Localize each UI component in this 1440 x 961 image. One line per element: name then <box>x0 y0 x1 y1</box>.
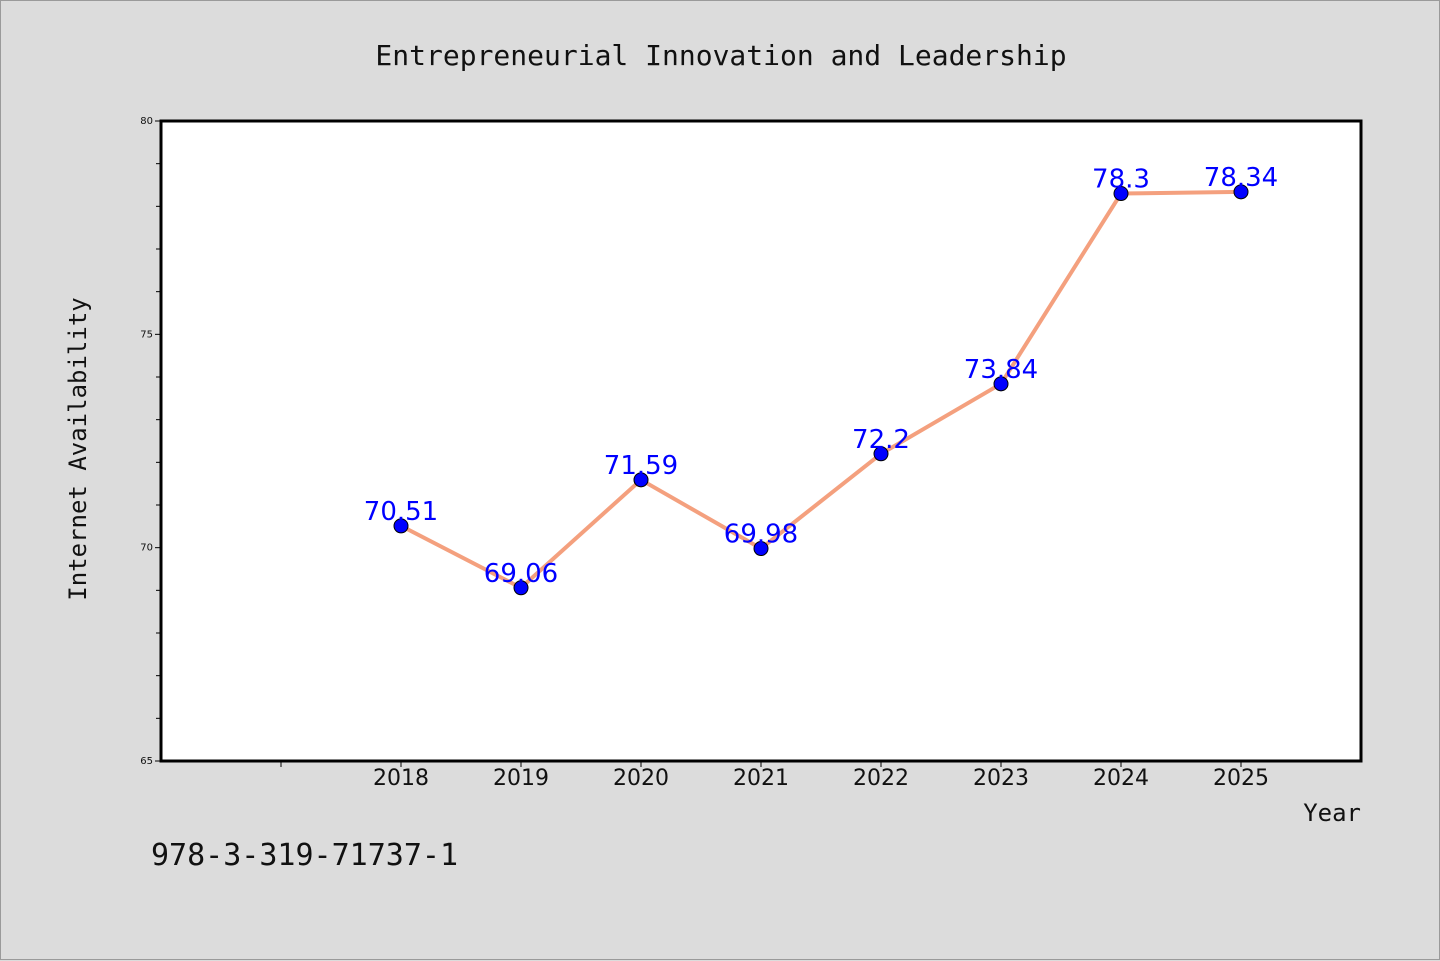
data-point <box>393 518 409 534</box>
x-tick-label: 2019 <box>493 766 549 791</box>
x-tick-label: 2022 <box>853 766 909 791</box>
data-point <box>1113 186 1129 202</box>
data-points <box>393 184 1249 596</box>
y-tick-label: 80 <box>140 116 153 127</box>
x-tick-label: 2020 <box>613 766 669 791</box>
y-tick-label: 75 <box>140 329 153 340</box>
y-tick-label: 70 <box>140 543 153 554</box>
data-point <box>753 541 769 557</box>
data-point <box>873 446 889 462</box>
data-point <box>1233 184 1249 200</box>
data-point <box>633 472 649 488</box>
data-label: 78.3 <box>1092 165 1150 195</box>
y-axis: 65 70 75 80 <box>140 116 161 767</box>
y-axis-label: Internet Availability <box>64 297 92 600</box>
data-label: 78.34 <box>1204 163 1278 193</box>
plot-frame <box>159 119 1363 763</box>
x-axis-label: Year <box>1303 799 1361 827</box>
x-axis: 2018 2019 2020 2021 2022 2023 2024 2025 <box>280 761 1269 791</box>
series-line-group <box>399 189 1243 590</box>
data-labels: 70.51 69.06 71.59 69.98 72.2 73.84 78.3 78.34 <box>364 163 1278 589</box>
data-label: 70.51 <box>364 497 438 527</box>
x-tick-label: 2018 <box>373 766 429 791</box>
data-label: 72.2 <box>852 425 910 455</box>
x-tick-label: 2023 <box>973 766 1029 791</box>
data-label: 73.84 <box>964 355 1038 385</box>
chart-title: Entrepreneurial Innovation and Leadershi… <box>375 39 1066 72</box>
series-line <box>399 189 1243 590</box>
x-tick-label: 2021 <box>733 766 789 791</box>
data-point <box>513 580 529 596</box>
data-label: 69.98 <box>724 520 798 550</box>
plot-area <box>161 121 1361 761</box>
x-tick-label: 2025 <box>1213 766 1269 791</box>
y-tick-label: 65 <box>140 756 153 767</box>
data-label: 71.59 <box>604 451 678 481</box>
data-label: 69.06 <box>484 559 558 589</box>
x-tick-label: 2024 <box>1093 766 1149 791</box>
footer-text: 978-3-319-71737-1 <box>151 838 458 873</box>
data-point <box>993 376 1009 392</box>
